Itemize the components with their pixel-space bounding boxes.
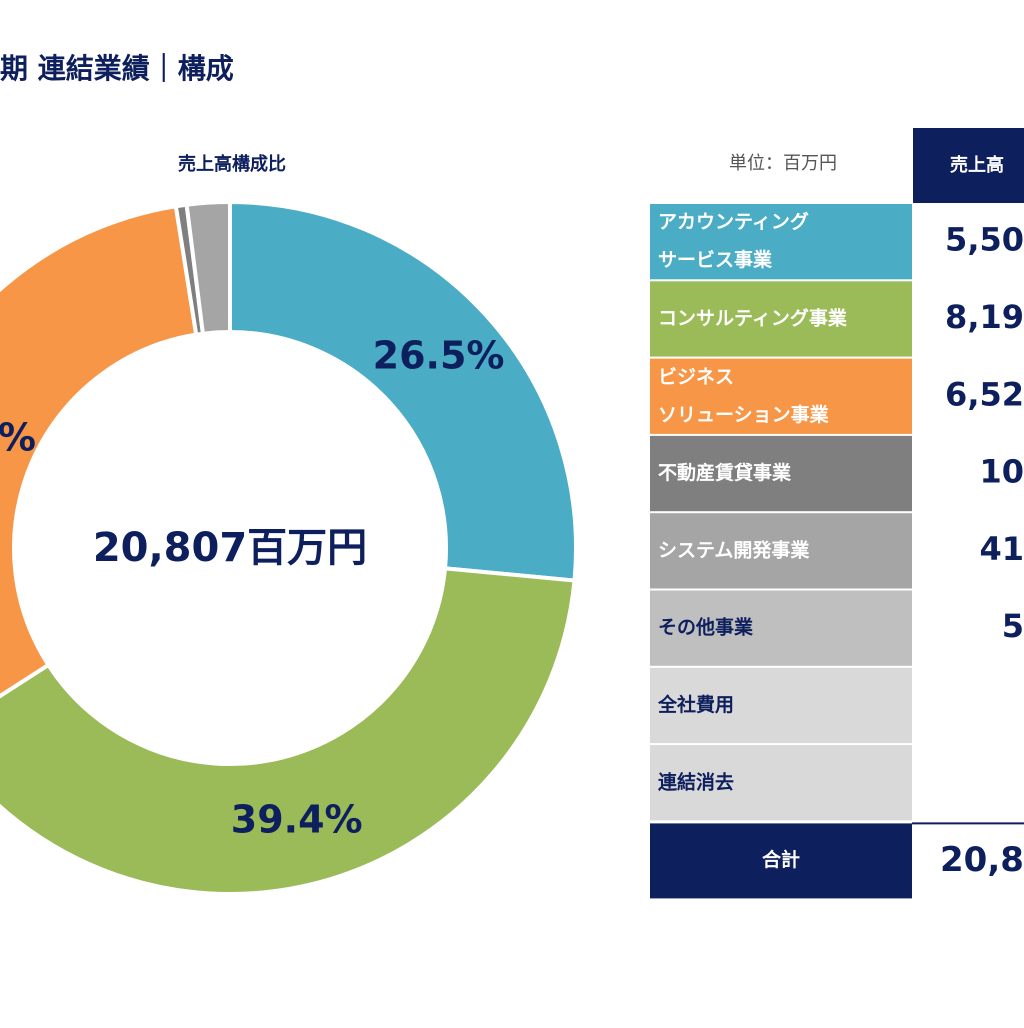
chart-subtitle: 売上高構成比 — [178, 153, 286, 175]
row-label: 全社費用 — [657, 693, 734, 716]
slice-label: % — [0, 416, 36, 460]
slice — [228, 199, 578, 583]
total-value: 20,80 — [940, 840, 1024, 880]
header-cell — [913, 128, 1024, 203]
row-label: サービス事業 — [658, 248, 773, 271]
slice — [0, 203, 199, 699]
row-value: 5 — [1002, 607, 1024, 645]
row-label: 連結消去 — [658, 770, 734, 793]
slice-label: 26.5% — [373, 334, 505, 378]
row-label-cell — [650, 204, 912, 280]
unit-label: 単位：百万円 — [729, 153, 837, 174]
row-value: 6,52 — [945, 375, 1024, 413]
slice-label: 39.4% — [231, 798, 363, 842]
center-label: 20,807百万円 — [93, 525, 367, 571]
row-label: ソリューション事業 — [658, 403, 830, 426]
total-label-cell — [650, 823, 912, 899]
title: 期 連結業績｜構成 — [0, 52, 234, 85]
total-label: 合計 — [762, 848, 800, 871]
row-label: 不動産賃貸事業 — [658, 461, 792, 484]
row-label-cell — [650, 590, 912, 666]
row-label-cell — [650, 281, 912, 357]
row-label: システム開発事業 — [658, 538, 810, 561]
slice — [184, 199, 232, 336]
value-header: 売上高 — [950, 154, 1004, 176]
row-value: 8,19 — [945, 298, 1024, 336]
slice — [0, 566, 577, 896]
row-label: その他事業 — [658, 616, 754, 639]
row-value: 41 — [979, 530, 1024, 568]
row-label-cell — [650, 358, 912, 434]
row-label-cell — [650, 435, 912, 512]
row-label: アカウンティング — [658, 210, 809, 233]
row-label-cell — [650, 667, 912, 744]
row-value: 10 — [979, 453, 1024, 491]
row-label-cell — [650, 745, 912, 821]
row-label: ビジネス — [658, 366, 734, 388]
row-value: 5,50 — [945, 221, 1024, 259]
row-label-cell — [650, 513, 912, 589]
row-label: コンサルティング事業 — [658, 306, 848, 329]
